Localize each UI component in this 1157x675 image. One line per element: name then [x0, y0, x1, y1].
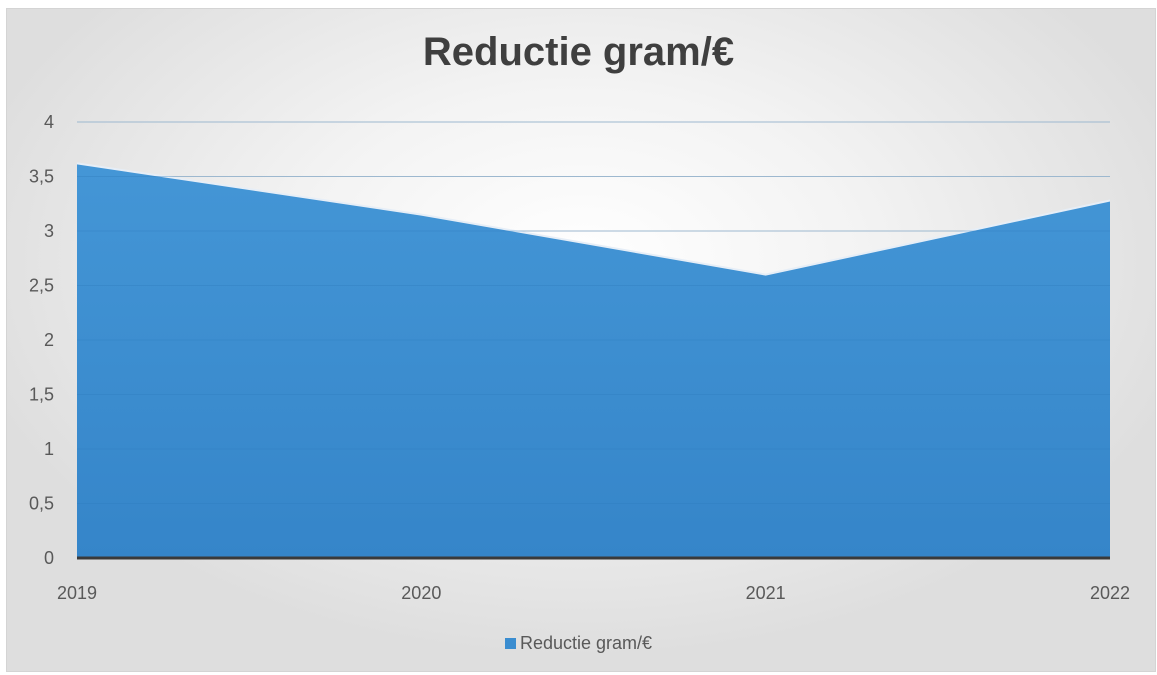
- chart-title: Reductie gram/€: [422, 30, 735, 74]
- x-tick-label: 2020: [401, 583, 441, 603]
- y-tick-label: 0: [44, 548, 54, 568]
- y-tick-label: 4: [44, 112, 54, 132]
- y-tick-label: 2: [44, 330, 54, 350]
- legend-label: Reductie gram/€: [519, 633, 653, 653]
- y-tick-label: 3,5: [29, 167, 54, 187]
- legend: Reductie gram/€: [0, 633, 1157, 654]
- area-series: [77, 163, 1110, 559]
- x-tick-label: 2022: [1090, 583, 1130, 603]
- y-tick-label: 1: [44, 439, 54, 459]
- legend-swatch: [504, 638, 516, 649]
- y-tick-label: 2,5: [29, 276, 54, 296]
- x-tick-label: 2021: [746, 583, 786, 603]
- area-top-edge: [76, 162, 1111, 276]
- y-tick-label: 1,5: [29, 385, 54, 405]
- y-tick-label: 3: [44, 221, 54, 241]
- x-tick-label: 2019: [57, 583, 97, 603]
- y-tick-label: 0,5: [29, 494, 54, 514]
